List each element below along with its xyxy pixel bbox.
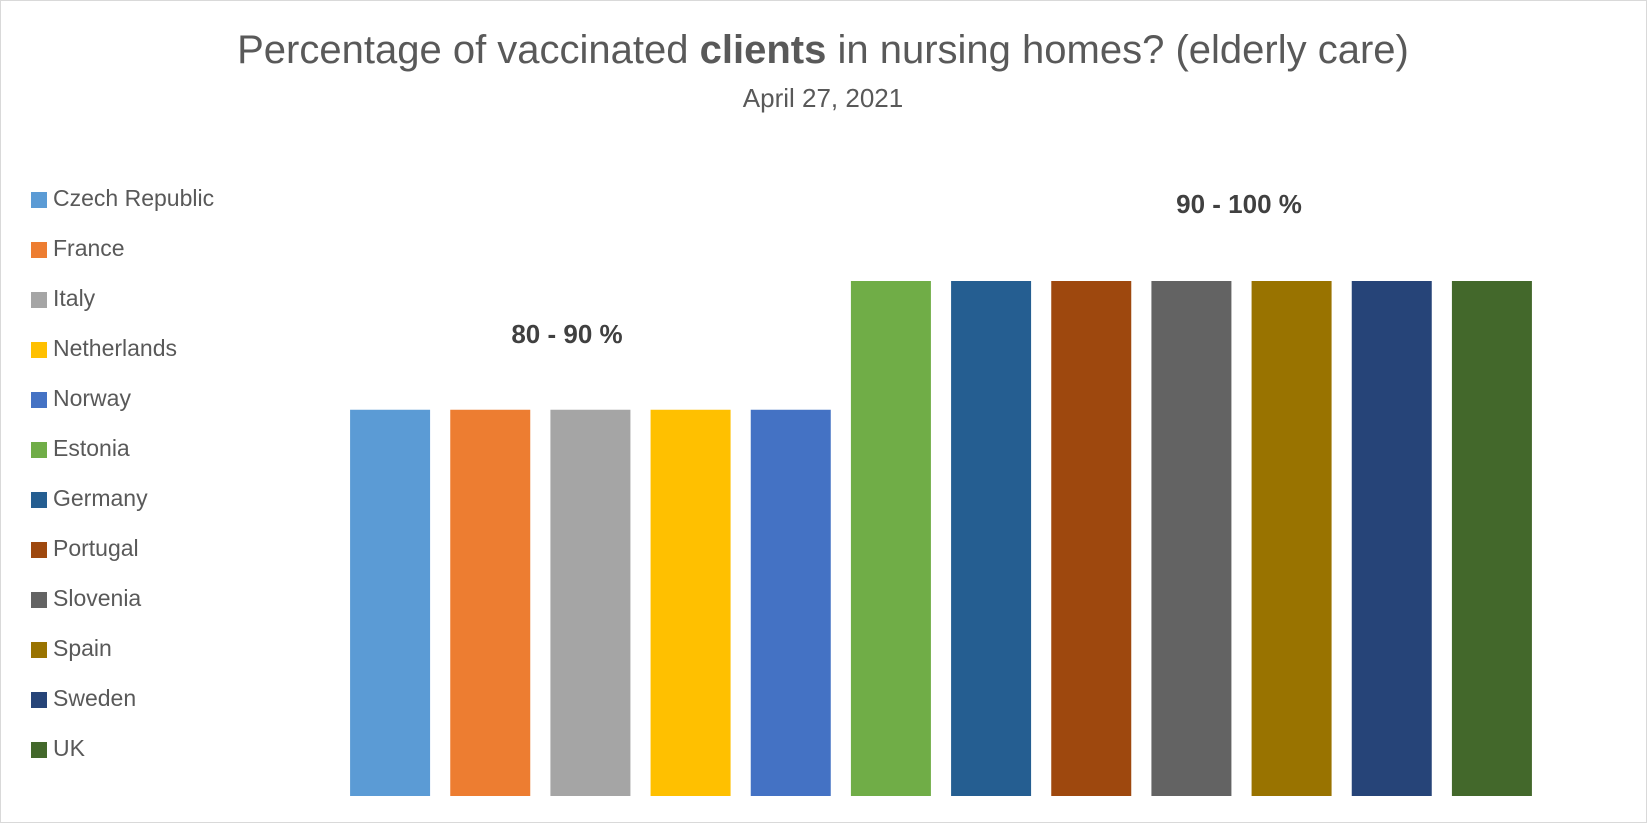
legend-swatch xyxy=(31,492,47,508)
legend-label: UK xyxy=(53,735,86,761)
annotation: 90 - 100 % xyxy=(1176,189,1302,219)
legend-label: Estonia xyxy=(53,435,130,461)
legend-label: Netherlands xyxy=(53,335,177,361)
title-part: Percentage of vaccinated xyxy=(237,28,700,72)
bar xyxy=(951,281,1032,796)
chart-title: Percentage of vaccinated clients in nurs… xyxy=(237,28,1409,72)
legend-label: Czech Republic xyxy=(53,185,214,211)
legend-label: Norway xyxy=(53,385,131,411)
legend-swatch xyxy=(31,242,47,258)
bar xyxy=(650,409,731,796)
bar xyxy=(850,281,931,796)
legend-swatch xyxy=(31,292,47,308)
legend-swatch xyxy=(31,742,47,758)
legend-label: Portugal xyxy=(53,535,139,561)
title-part: in nursing homes? (elderly care) xyxy=(826,28,1408,72)
legend-label: France xyxy=(53,235,125,261)
bar xyxy=(750,409,831,796)
bar xyxy=(1351,281,1432,796)
legend-swatch xyxy=(31,542,47,558)
chart-subtitle: April 27, 2021 xyxy=(743,83,903,113)
annotation: 80 - 90 % xyxy=(511,319,622,349)
bar xyxy=(550,409,631,796)
legend-swatch xyxy=(31,592,47,608)
legend-swatch xyxy=(31,442,47,458)
bar xyxy=(1451,281,1532,796)
title-part: clients xyxy=(700,28,827,72)
legend-label: Sweden xyxy=(53,685,136,711)
legend-swatch xyxy=(31,392,47,408)
legend-swatch xyxy=(31,692,47,708)
legend-swatch xyxy=(31,192,47,208)
legend-swatch xyxy=(31,642,47,658)
bar xyxy=(1151,281,1232,796)
bar xyxy=(350,409,431,796)
legend-label: Italy xyxy=(53,285,96,311)
legend-label: Spain xyxy=(53,635,112,661)
bar xyxy=(1251,281,1332,796)
legend-swatch xyxy=(31,342,47,358)
legend-label: Germany xyxy=(53,485,148,511)
bar xyxy=(1051,281,1132,796)
legend-label: Slovenia xyxy=(53,585,141,611)
bar xyxy=(450,409,531,796)
